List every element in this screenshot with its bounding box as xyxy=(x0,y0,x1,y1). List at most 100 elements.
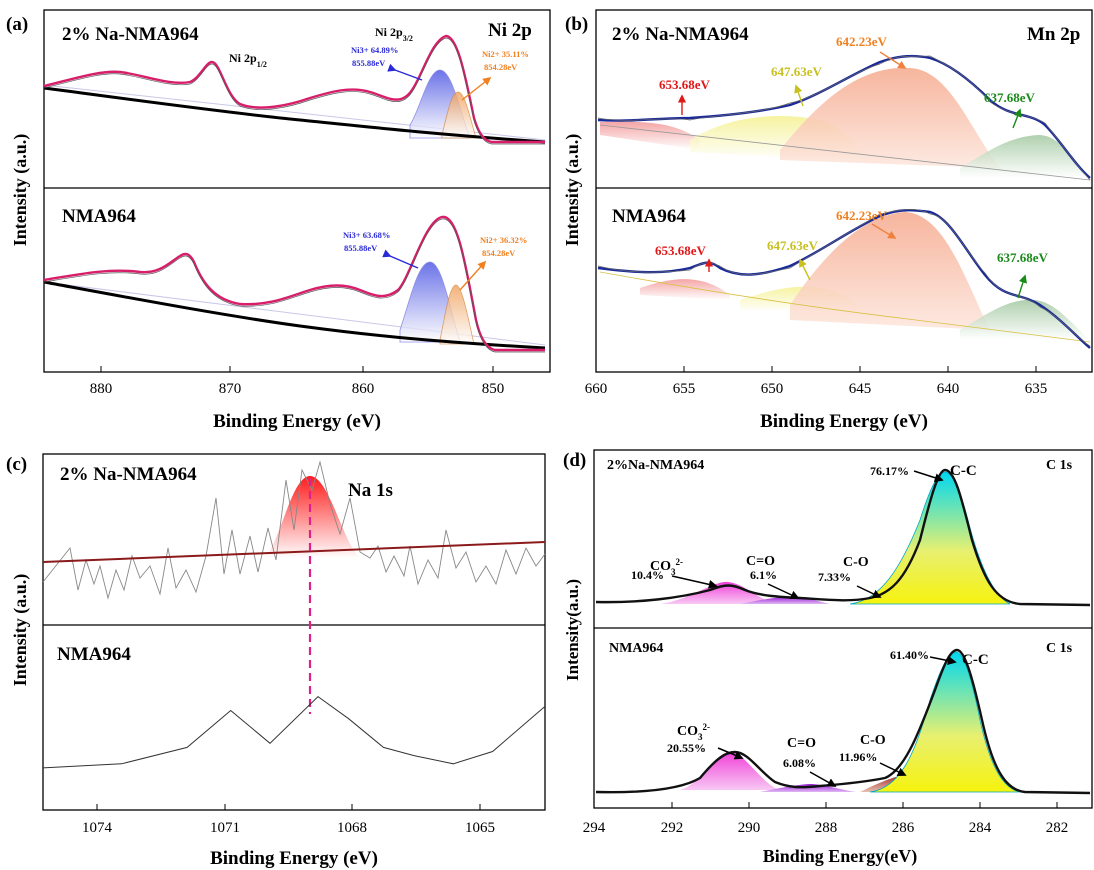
panel-b-top-peak-642 xyxy=(780,67,1000,168)
panel-a-top-fit-curve xyxy=(43,34,545,144)
panel-d-bottom-sample: NMA964 xyxy=(609,641,663,656)
panel-d-bottom-co3-peak xyxy=(680,752,780,790)
panel-c-frame xyxy=(42,453,546,811)
panel-b-ylabel: Intensity (a.u.) xyxy=(562,134,583,247)
panel-d-top-co3-pct: 10.4% xyxy=(631,568,664,582)
panel-a: (a) 2% Na-NMA964 Ni 2p NMA964 Ni 2p1/2 N… xyxy=(6,9,551,432)
panel-d-ticklabel-292: 292 xyxy=(661,820,684,836)
panel-b-top-peak-653 xyxy=(600,121,700,150)
panel-d-bottom-co3-label: CO32- xyxy=(677,722,710,742)
panel-b-top-peak-647-label: 647.63eV xyxy=(771,64,823,79)
panel-a-ni2p32-label: Ni 2p3/2 xyxy=(375,25,413,43)
panel-d-top-co-pct: 7.33% xyxy=(818,570,851,584)
panel-d-xaxis: 294 292 290 288 286 284 282 Binding Ener… xyxy=(583,802,1069,867)
panel-b-xaxis: 660 655 650 645 640 635 Binding Energy (… xyxy=(585,366,1048,432)
panel-d-top-co-label: C-O xyxy=(843,555,869,570)
panel-b-ticklabel-640: 640 xyxy=(937,381,960,397)
panel-c-na1s-peak xyxy=(262,476,362,558)
panel-c-bottom-raw-curve xyxy=(42,695,546,769)
panel-c-xaxis: 1074 1071 1068 1065 Binding Energy (eV) xyxy=(82,804,495,869)
panel-a-label: (a) xyxy=(6,14,28,35)
panel-d-bottom-co3-pct: 20.55% xyxy=(667,741,706,755)
panel-a-top-ni2-peak xyxy=(441,91,477,139)
panel-d-top-element: C 1s xyxy=(1046,458,1073,473)
panel-b-ticklabel-635: 635 xyxy=(1025,381,1048,397)
panel-a-bottom-ni2-peak xyxy=(439,284,475,345)
panel-b-bottom-background xyxy=(599,271,1091,343)
panel-a-bottom-ni3-arrow xyxy=(382,249,419,269)
panel-c-label: (c) xyxy=(6,454,27,475)
panel-c-ticklabel-1071: 1071 xyxy=(210,820,240,836)
panel-a-bottom-ni2-text: Ni2+ 36.32% xyxy=(480,235,527,245)
panel-a-bottom-fit-curve xyxy=(43,215,545,352)
panel-b-top-peak-642-arrow xyxy=(879,51,907,69)
panel-d-ticklabel-288: 288 xyxy=(815,820,838,836)
panel-a-xaxis: 880 870 860 850 Binding Energy (eV) xyxy=(90,366,504,432)
panel-d: (d) 2%Na-NMA964 C 1s NMA964 C 1s CO32- 1… xyxy=(563,449,1093,867)
panel-c-ylabel: Intensity (a.u.) xyxy=(10,574,31,687)
panel-c-ticklabel-1065: 1065 xyxy=(465,820,495,836)
panel-d-top-fit-curve xyxy=(595,468,1091,607)
panel-a-bottom-background xyxy=(43,280,546,350)
panel-d-ticklabel-284: 284 xyxy=(969,820,992,836)
panel-a-top-ni2-energy: 854.28eV xyxy=(484,62,518,72)
panel-d-top-sample: 2%Na-NMA964 xyxy=(607,458,704,473)
panel-d-top-co3-label: CO32- xyxy=(650,557,683,577)
panel-a-ticklabel-870: 870 xyxy=(219,381,242,397)
panel-d-top-co-arrow xyxy=(856,585,882,598)
panel-c-element: Na 1s xyxy=(348,480,393,501)
panel-b-top-sample: 2% Na-NMA964 xyxy=(612,24,749,45)
panel-a-top-ni2-arrow xyxy=(461,76,492,101)
panel-b-frame xyxy=(595,9,1093,373)
panel-d-top-cc-arrow xyxy=(913,470,944,483)
panel-a-bottom-ni3-energy: 855.88eV xyxy=(344,243,378,253)
panel-c-bottom-sample: NMA964 xyxy=(57,644,131,665)
panel-c-top-background xyxy=(42,541,546,563)
panel-b-bottom-peak-642 xyxy=(790,212,990,330)
panel-d-bottom-cc-peak xyxy=(869,651,1021,793)
panel-d-top-cc-label: C-C xyxy=(950,463,977,479)
panel-b-bottom-peak-637-label: 637.68eV xyxy=(997,250,1049,265)
panel-d-xlabel: Binding Energy(eV) xyxy=(763,846,918,867)
panel-a-bottom-ni2-arrow xyxy=(459,260,487,291)
panel-b-bottom-peak-642-label: 642.23eV xyxy=(836,208,888,223)
panel-d-bottom-co-arrow xyxy=(879,762,907,776)
panel-a-top-ni2-text: Ni2+ 35.11% xyxy=(482,49,529,59)
panel-b-top-peak-647-arrow xyxy=(794,84,804,107)
panel-b-element: Mn 2p xyxy=(1027,24,1080,45)
panel-b-top-raw-curve xyxy=(597,55,1091,181)
panel-d-top-c-o-double-arrow xyxy=(767,583,800,600)
panel-a-bottom-raw-curve xyxy=(43,218,545,353)
panel-d-ticklabel-290: 290 xyxy=(738,820,761,836)
panel-d-bottom-co-label: C-O xyxy=(860,733,886,748)
panel-d-ticklabel-286: 286 xyxy=(892,820,915,836)
panel-d-ticklabel-282: 282 xyxy=(1046,820,1069,836)
panel-a-element: Ni 2p xyxy=(488,20,532,41)
panel-b-bottom-raw-curve xyxy=(597,209,1091,347)
panel-b-label: (b) xyxy=(565,14,588,35)
panel-c-xlabel: Binding Energy (eV) xyxy=(210,848,378,869)
panel-c-top-raw-curve xyxy=(42,460,546,600)
panel-b-top-peak-642-label: 642.23eV xyxy=(836,34,888,49)
panel-d-top-c-o-double-label: C=O xyxy=(746,554,775,569)
panel-b-top-peak-637-arrow xyxy=(1012,108,1022,129)
panel-b-bottom-peak-653-label: 653.68eV xyxy=(655,243,707,258)
panel-a-bottom-ni2-energy: 854.28eV xyxy=(482,248,516,258)
panel-a-ni2p12-label: Ni 2p1/2 xyxy=(229,51,267,69)
panel-a-top-ni3-arrow xyxy=(387,63,423,81)
panel-b-bottom-peak-642-arrow xyxy=(871,223,897,239)
panel-a-top-ni3-text: Ni3+ 64.89% xyxy=(351,45,398,55)
panel-d-bottom-fit-curve xyxy=(595,648,1091,795)
panel-b-bottom-sample: NMA964 xyxy=(612,206,686,227)
panel-b-bottom-peak-647-arrow xyxy=(799,258,811,281)
panel-a-frame xyxy=(43,9,551,373)
panel-a-xlabel: Binding Energy (eV) xyxy=(213,411,381,432)
panel-d-bottom-co-pct: 11.96% xyxy=(839,750,877,764)
panel-d-top-cc-pct: 76.17% xyxy=(870,464,909,478)
panel-c-ticklabel-1068: 1068 xyxy=(337,820,367,836)
panel-b-ticklabel-645: 645 xyxy=(849,381,872,397)
panel-c-ticklabel-1074: 1074 xyxy=(82,820,113,836)
panel-d-ticklabel-294: 294 xyxy=(583,820,606,836)
panel-c: (c) 2% Na-NMA964 Na 1s NMA964 1074 1071 … xyxy=(6,453,546,869)
